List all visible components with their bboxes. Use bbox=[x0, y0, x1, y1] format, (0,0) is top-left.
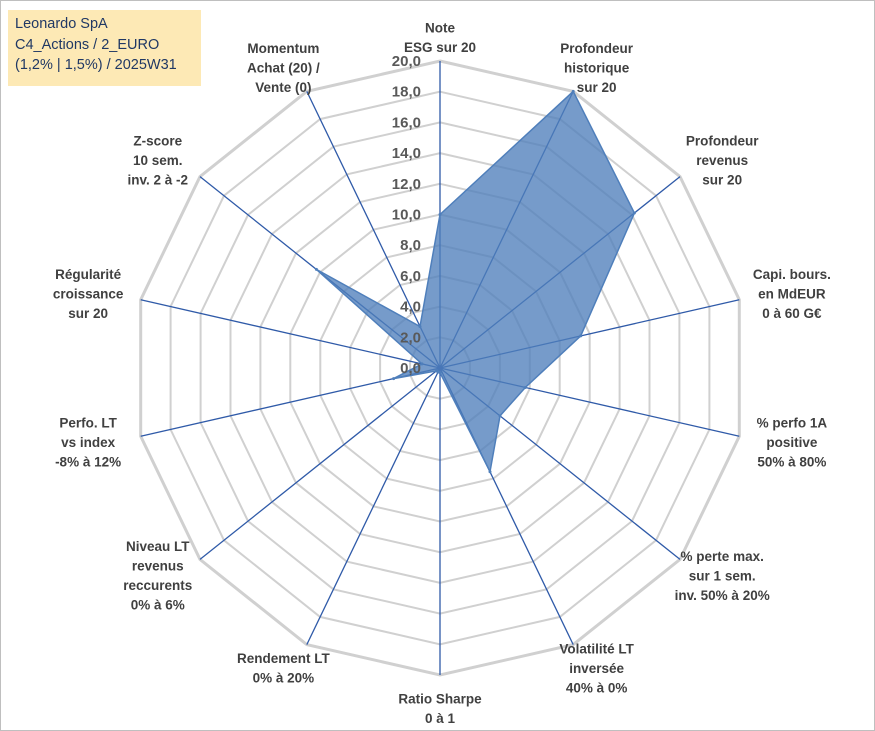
axis-label-line: Note bbox=[425, 21, 455, 36]
axis-label-line: sur 20 bbox=[577, 80, 617, 95]
spoke-13 bbox=[306, 91, 441, 369]
axis-label-line: revenus bbox=[132, 559, 184, 574]
axis-label-line: % perfo 1A bbox=[757, 415, 828, 430]
axis-label-line: inv. 50% à 20% bbox=[675, 588, 770, 603]
axis-label-line: Profondeur bbox=[686, 134, 759, 149]
axis-label-line: Vente (0) bbox=[255, 80, 311, 95]
axis-label-7: Ratio Sharpe 0 à 1 bbox=[398, 692, 482, 727]
axis-label-line: Rendement LT bbox=[237, 651, 331, 666]
axis-label-6: Volatilité LT inversée 40% à 0% bbox=[559, 641, 634, 695]
axis-label-line: Ratio Sharpe bbox=[398, 692, 482, 707]
axis-label-11: Régularité croissance sur 20 bbox=[53, 267, 124, 321]
tick-label-8: 16,0 bbox=[392, 114, 421, 131]
axis-label-line: Momentum bbox=[247, 41, 319, 56]
data-point-0 bbox=[438, 213, 442, 216]
axis-label-line: Z-score bbox=[133, 134, 182, 149]
tick-label-3: 6,0 bbox=[400, 268, 421, 285]
tick-label-6: 12,0 bbox=[392, 176, 421, 193]
axis-label-line: 10 sem. bbox=[133, 153, 183, 168]
tick-label-9: 18,0 bbox=[392, 84, 421, 101]
data-point-13 bbox=[418, 325, 422, 328]
axis-label-line: 0 à 60 G€ bbox=[762, 306, 822, 321]
axis-label-line: Volatilité LT bbox=[559, 641, 634, 656]
data-point-3 bbox=[579, 334, 583, 338]
tick-label-4: 8,0 bbox=[400, 237, 421, 254]
axis-label-line: sur 1 sem. bbox=[689, 568, 756, 583]
title-line-1: Leonardo SpA bbox=[15, 16, 108, 32]
data-point-12 bbox=[314, 267, 318, 271]
axis-label-line: historique bbox=[564, 61, 630, 76]
axis-label-line: reccurents bbox=[123, 578, 192, 593]
data-point-2 bbox=[632, 211, 636, 215]
data-point-9 bbox=[434, 369, 438, 373]
axis-label-12: Z-score 10 sem. inv. 2 à -2 bbox=[128, 134, 189, 188]
data-point-11 bbox=[420, 362, 424, 366]
axis-label-line: sur 20 bbox=[68, 306, 108, 321]
series-area bbox=[315, 90, 636, 475]
axis-label-line: positive bbox=[766, 435, 818, 450]
axis-label-line: ESG sur 20 bbox=[404, 40, 476, 55]
axis-label-8: Rendement LT 0% à 20% bbox=[237, 651, 331, 686]
axis-label-line: 40% à 0% bbox=[566, 680, 628, 695]
axis-label-0: Note ESG sur 20 bbox=[404, 21, 476, 56]
data-point-5 bbox=[498, 414, 502, 418]
axis-label-line: revenus bbox=[696, 153, 748, 168]
axis-label-1: Profondeur historique sur 20 bbox=[560, 41, 633, 95]
axis-label-line: 50% à 80% bbox=[757, 454, 826, 469]
axis-label-10: Perfo. LT vs index -8% à 12% bbox=[55, 415, 121, 469]
tick-label-10: 20,0 bbox=[392, 53, 421, 70]
tick-label-1: 2,0 bbox=[400, 329, 421, 346]
axis-label-line: -8% à 12% bbox=[55, 454, 121, 469]
chart-title-box: Leonardo SpA C4_Actions / 2_EURO (1,2% |… bbox=[8, 10, 201, 86]
axis-label-4: % perfo 1A positive 50% à 80% bbox=[757, 415, 828, 469]
axis-label-3: Capi. bours. en MdEUR 0 à 60 G€ bbox=[753, 267, 831, 321]
axis-label-line: % perte max. bbox=[681, 549, 764, 564]
axis-label-2: Profondeur revenus sur 20 bbox=[686, 134, 759, 188]
axis-label-line: 0% à 20% bbox=[253, 671, 315, 686]
axis-label-line: en MdEUR bbox=[758, 287, 826, 302]
axis-label-line: croissance bbox=[53, 287, 124, 302]
spoke-10 bbox=[140, 367, 441, 437]
title-line-2: C4_Actions / 2_EURO bbox=[15, 36, 160, 53]
axis-label-line: inv. 2 à -2 bbox=[128, 173, 189, 188]
axis-label-line: Achat (20) / bbox=[247, 61, 320, 76]
data-point-6 bbox=[488, 470, 492, 474]
axis-label-line: Niveau LT bbox=[126, 539, 190, 554]
axis-label-line: Profondeur bbox=[560, 41, 633, 56]
axis-label-line: 0 à 1 bbox=[425, 711, 456, 726]
title-line-3: (1,2% | 1,5%) / 2025W31 bbox=[15, 57, 177, 73]
axis-label-line: 0% à 6% bbox=[131, 598, 185, 613]
axis-label-line: inversée bbox=[569, 661, 624, 676]
tick-label-5: 10,0 bbox=[392, 207, 421, 224]
tick-label-2: 4,0 bbox=[400, 299, 421, 316]
tick-label-7: 14,0 bbox=[392, 145, 421, 162]
spoke-8 bbox=[306, 367, 441, 645]
axis-label-line: Régularité bbox=[55, 267, 122, 282]
data-point-10 bbox=[392, 377, 396, 381]
axis-label-line: vs index bbox=[61, 435, 116, 450]
axis-label-9: Niveau LT revenus reccurents 0% à 6% bbox=[123, 539, 192, 613]
data-point-1 bbox=[571, 89, 575, 93]
axis-label-5: % perte max. sur 1 sem. inv. 50% à 20% bbox=[675, 549, 770, 603]
spoke-9 bbox=[199, 367, 441, 560]
axis-label-13: Momentum Achat (20) / Vente (0) bbox=[247, 41, 320, 95]
axis-label-line: Capi. bours. bbox=[753, 267, 831, 282]
spoke-11 bbox=[140, 299, 441, 369]
tick-label-0: 0,0 bbox=[400, 360, 421, 377]
data-point-4 bbox=[523, 386, 527, 389]
axis-label-line: sur 20 bbox=[702, 173, 742, 188]
axis-label-line: Perfo. LT bbox=[59, 415, 117, 430]
